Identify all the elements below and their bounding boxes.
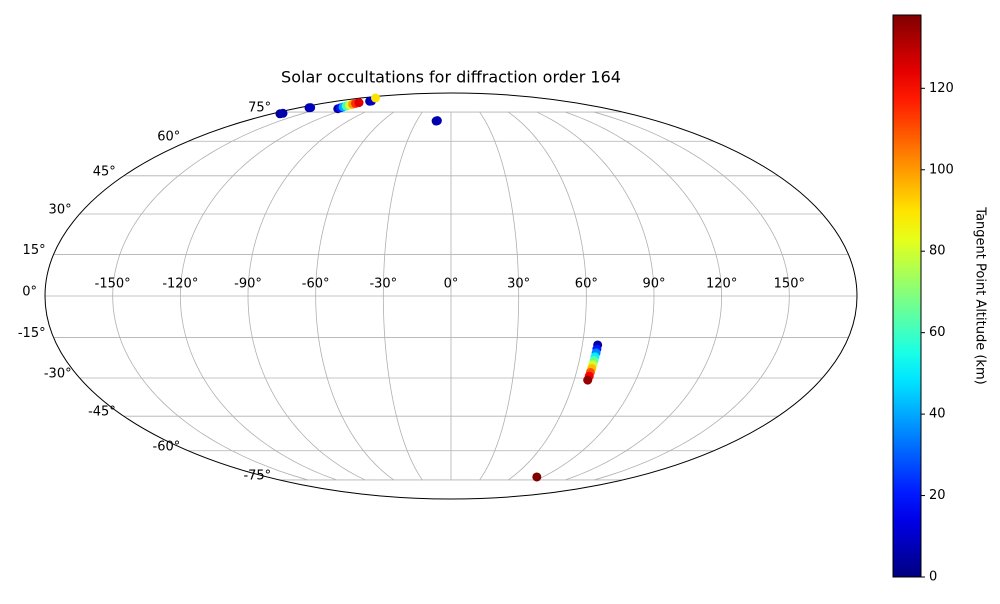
colorbar-tick-label: 0 xyxy=(929,570,937,585)
x-tick-label: -90° xyxy=(234,277,262,292)
y-tick-label: 30° xyxy=(49,202,72,217)
colorbar-label: Tangent Point Altitude (km) xyxy=(973,206,988,384)
colorbar-tick-label: 60 xyxy=(929,325,946,340)
y-tick-label: -75° xyxy=(243,468,271,483)
map-boundary xyxy=(44,92,858,500)
y-tick-label: 0° xyxy=(22,285,37,300)
x-tick-label: 0° xyxy=(444,277,459,292)
y-tick-label: -30° xyxy=(44,367,72,382)
point xyxy=(306,103,316,113)
colorbar-tick-label: 100 xyxy=(929,162,954,177)
y-tick-label: 15° xyxy=(23,243,46,258)
y-tick-label: -15° xyxy=(18,326,46,341)
points xyxy=(275,93,603,482)
x-tick-label: 90° xyxy=(642,277,665,292)
chart-title: Solar occultations for diffraction order… xyxy=(281,68,621,87)
y-tick-label: -45° xyxy=(88,405,116,420)
x-tick-label: 120° xyxy=(706,277,737,292)
x-tick-label: 150° xyxy=(774,277,805,292)
grid xyxy=(45,111,857,481)
colorbar-tick-label: 120 xyxy=(929,81,954,96)
colorbar-tick-label: 80 xyxy=(929,244,946,259)
colorbar-tick-label: 40 xyxy=(929,407,946,422)
point xyxy=(354,98,364,108)
point xyxy=(278,108,288,118)
y-tick-label: -60° xyxy=(153,439,181,454)
point xyxy=(532,472,542,482)
x-tick-label: -150° xyxy=(95,277,131,292)
colorbar xyxy=(892,14,922,578)
x-tick-label: -60° xyxy=(302,277,330,292)
y-tick-label: 45° xyxy=(93,164,116,179)
point xyxy=(370,93,380,103)
x-tick-label: -120° xyxy=(162,277,198,292)
y-tick-label: 75° xyxy=(248,101,271,116)
colorbar-tick-label: 20 xyxy=(929,488,946,503)
point xyxy=(432,116,442,126)
point xyxy=(583,375,593,385)
x-tick-label: 60° xyxy=(575,277,598,292)
y-tick-label: 60° xyxy=(157,130,180,145)
x-tick-label: -30° xyxy=(369,277,397,292)
x-tick-label: 30° xyxy=(507,277,530,292)
